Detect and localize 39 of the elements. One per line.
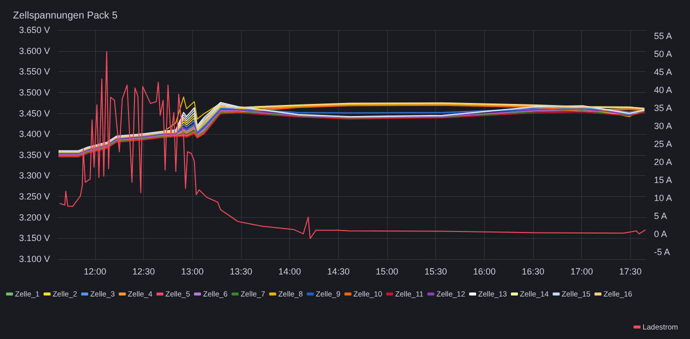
x-tick-label: 12:00: [84, 266, 106, 276]
x-tick-label: 17:30: [619, 266, 642, 276]
y2-tick-label: 45 A: [654, 67, 672, 78]
y2-tick-label: 35 A: [654, 103, 672, 114]
y2-tick-label: 20 A: [654, 157, 672, 168]
x-tick-label: 16:00: [473, 266, 496, 276]
x-tick-label: 14:30: [327, 266, 350, 276]
y2-tick-label: 0 A: [654, 229, 668, 240]
y2-tick-label: -5 A: [654, 247, 670, 258]
y-tick-label: 3.500 V: [18, 87, 50, 98]
y2-tick-label: 25 A: [654, 139, 672, 150]
y2-tick-label: 5 A: [654, 211, 668, 222]
x-tick-label: 12:30: [132, 266, 155, 276]
y-tick-label: 3.150 V: [18, 233, 50, 244]
y-tick-label: 3.600 V: [18, 46, 50, 56]
x-tick-label: 15:30: [424, 266, 447, 276]
y-tick-label: 3.250 V: [18, 192, 50, 202]
x-tick-label: 13:00: [181, 266, 204, 276]
x-tick-label: 15:00: [376, 266, 398, 276]
y-tick-label: 3.100 V: [18, 254, 50, 264]
chart-title: Zellspannungen Pack 5: [13, 10, 118, 22]
y-tick-label: 3.550 V: [18, 66, 50, 77]
y-tick-label: 3.350 V: [18, 150, 50, 160]
y-tick-label: 3.450 V: [18, 108, 50, 118]
x-tick-label: 13:30: [230, 266, 252, 276]
y-tick-label: 3.300 V: [18, 170, 50, 181]
x-tick-label: 14:00: [278, 266, 301, 276]
y2-tick-label: 15 A: [654, 175, 672, 186]
y2-tick-label: 40 A: [654, 85, 672, 96]
y2-tick-label: 30 A: [654, 121, 672, 132]
x-tick-label: 16:30: [522, 266, 544, 276]
x-tick-label: 17:00: [570, 266, 594, 276]
y-tick-label: 3.650 V: [18, 25, 50, 35]
y-tick-label: 3.400 V: [18, 129, 50, 140]
y2-tick-label: 50 A: [654, 49, 672, 60]
line-series: [59, 51, 646, 239]
y-tick-label: 3.200 V: [18, 212, 50, 222]
y2-tick-label: 55 A: [654, 31, 672, 42]
y2-tick-label: 10 A: [654, 193, 672, 204]
